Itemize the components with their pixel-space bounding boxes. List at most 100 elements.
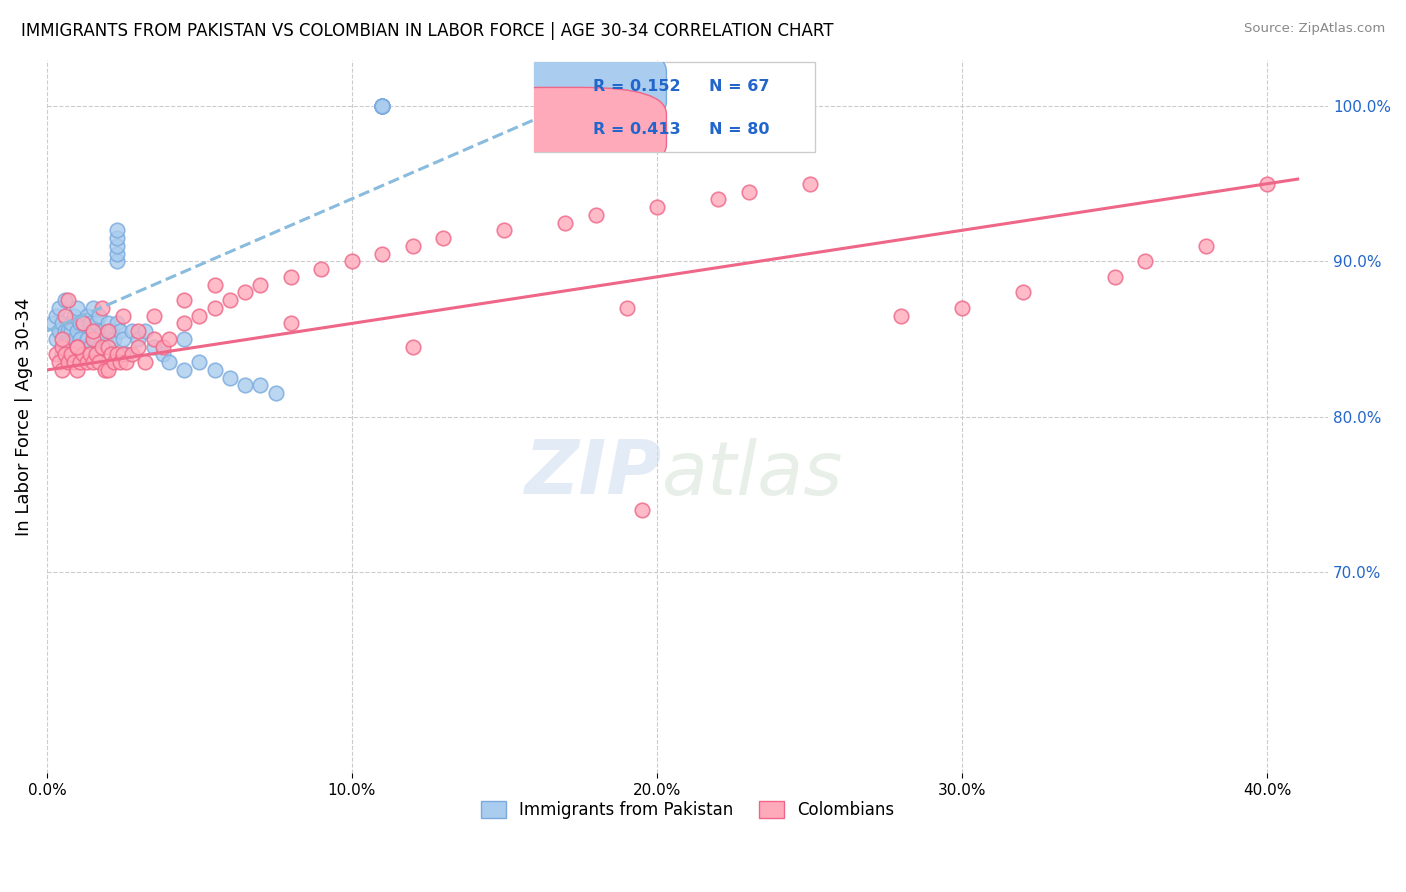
Point	[69, 332, 91, 346]
Point	[173, 293, 195, 307]
Point	[1012, 285, 1035, 300]
Point	[219, 370, 242, 384]
Point	[402, 340, 425, 354]
Point	[105, 231, 128, 245]
Point	[82, 355, 104, 369]
Point	[340, 254, 363, 268]
Point	[112, 347, 135, 361]
Point	[60, 347, 83, 361]
Point	[94, 363, 117, 377]
Point	[204, 301, 226, 315]
Point	[87, 309, 110, 323]
Point	[82, 324, 104, 338]
Text: R = 0.152: R = 0.152	[593, 79, 681, 94]
Point	[112, 309, 135, 323]
Point	[51, 317, 73, 331]
Point	[51, 340, 73, 354]
Point	[51, 363, 73, 377]
Point	[76, 309, 98, 323]
Point	[204, 277, 226, 292]
Point	[48, 324, 70, 338]
Point	[188, 355, 211, 369]
Point	[173, 363, 195, 377]
Point	[60, 340, 83, 354]
Point	[105, 239, 128, 253]
Point	[58, 347, 80, 361]
Point	[45, 332, 67, 346]
Point	[63, 332, 86, 346]
Point	[233, 378, 256, 392]
Point	[60, 317, 83, 331]
Point	[72, 317, 94, 331]
Point	[72, 317, 94, 331]
Point	[66, 301, 89, 315]
Point	[616, 301, 638, 315]
Point	[66, 363, 89, 377]
Point	[249, 277, 271, 292]
Point	[142, 309, 165, 323]
Point	[134, 324, 156, 338]
Point	[280, 317, 302, 331]
Text: atlas: atlas	[662, 438, 844, 509]
Point	[134, 355, 156, 369]
Point	[371, 246, 394, 260]
Text: IMMIGRANTS FROM PAKISTAN VS COLOMBIAN IN LABOR FORCE | AGE 30-34 CORRELATION CHA: IMMIGRANTS FROM PAKISTAN VS COLOMBIAN IN…	[21, 22, 834, 40]
Point	[84, 347, 107, 361]
Point	[630, 502, 652, 516]
Point	[51, 332, 73, 346]
Point	[371, 99, 394, 113]
Point	[142, 332, 165, 346]
Point	[103, 355, 125, 369]
Point	[58, 293, 80, 307]
Point	[53, 347, 76, 361]
Point	[142, 340, 165, 354]
Point	[157, 332, 180, 346]
Point	[371, 99, 394, 113]
Point	[48, 301, 70, 315]
Point	[90, 301, 112, 315]
Point	[76, 332, 98, 346]
Point	[76, 355, 98, 369]
Point	[219, 293, 242, 307]
Point	[53, 324, 76, 338]
Point	[53, 293, 76, 307]
Point	[72, 340, 94, 354]
FancyBboxPatch shape	[458, 87, 666, 171]
Point	[371, 99, 394, 113]
Point	[157, 355, 180, 369]
Point	[115, 355, 138, 369]
Point	[103, 332, 125, 346]
Text: R = 0.413: R = 0.413	[593, 122, 681, 136]
Point	[707, 192, 730, 206]
Point	[97, 340, 120, 354]
Point	[45, 309, 67, 323]
Point	[105, 317, 128, 331]
Point	[42, 317, 65, 331]
Point	[63, 355, 86, 369]
Point	[82, 324, 104, 338]
Point	[79, 347, 101, 361]
Point	[127, 340, 149, 354]
Point	[249, 378, 271, 392]
Point	[950, 301, 973, 315]
Point	[127, 332, 149, 346]
Point	[799, 177, 821, 191]
Point	[1195, 239, 1218, 253]
Point	[1256, 177, 1278, 191]
Point	[371, 99, 394, 113]
Point	[371, 99, 394, 113]
Point	[173, 317, 195, 331]
Point	[53, 309, 76, 323]
Point	[105, 246, 128, 260]
Point	[82, 301, 104, 315]
Point	[45, 347, 67, 361]
Point	[280, 269, 302, 284]
Point	[66, 324, 89, 338]
Point	[63, 309, 86, 323]
Point	[311, 262, 333, 277]
Point	[69, 355, 91, 369]
Point	[105, 347, 128, 361]
Legend: Immigrants from Pakistan, Colombians: Immigrants from Pakistan, Colombians	[474, 794, 901, 826]
Point	[79, 317, 101, 331]
Text: ZIP: ZIP	[524, 437, 662, 510]
